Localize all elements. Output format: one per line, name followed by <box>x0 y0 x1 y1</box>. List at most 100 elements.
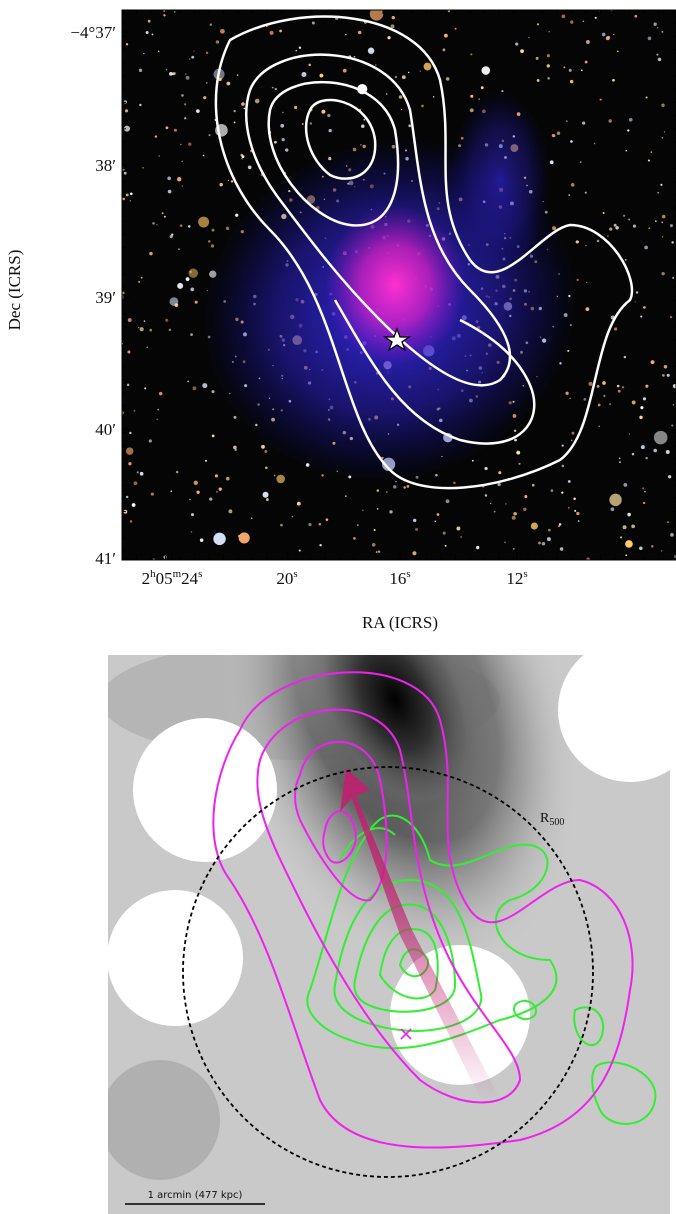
star <box>161 212 164 215</box>
star <box>670 316 673 319</box>
star <box>207 240 211 243</box>
star <box>203 96 207 100</box>
ra-unit: h <box>150 568 156 580</box>
star <box>489 502 492 505</box>
star <box>187 380 189 383</box>
star <box>175 470 179 474</box>
star <box>627 129 630 132</box>
star <box>623 483 628 487</box>
star <box>157 50 160 53</box>
star <box>274 87 277 91</box>
star <box>547 77 550 80</box>
star <box>319 73 324 78</box>
star <box>570 20 574 24</box>
star <box>669 224 673 228</box>
star <box>170 490 173 493</box>
star <box>582 20 585 23</box>
star <box>561 491 564 494</box>
star <box>653 22 657 26</box>
star <box>443 33 448 38</box>
star <box>124 109 129 113</box>
star <box>609 493 622 507</box>
star <box>298 549 301 552</box>
star <box>178 248 180 251</box>
star <box>214 474 218 478</box>
star <box>568 194 571 196</box>
star <box>480 86 484 90</box>
star <box>367 47 375 54</box>
star <box>210 244 215 248</box>
star <box>225 226 230 231</box>
star <box>516 450 521 455</box>
star <box>345 33 347 36</box>
star <box>603 394 606 397</box>
star <box>189 498 191 501</box>
star <box>612 33 615 36</box>
center-marker <box>400 1028 412 1040</box>
star <box>190 530 193 533</box>
star <box>139 327 144 332</box>
ra-unit: s <box>406 568 410 580</box>
star <box>127 318 132 322</box>
star <box>196 109 200 113</box>
star <box>202 383 208 389</box>
star <box>447 10 451 13</box>
star <box>558 525 560 528</box>
star <box>453 481 456 485</box>
star <box>661 136 664 139</box>
star <box>163 14 166 17</box>
star <box>254 98 260 104</box>
star <box>262 491 269 498</box>
star <box>238 532 250 544</box>
star <box>442 531 446 535</box>
star <box>546 54 550 58</box>
star <box>375 551 378 553</box>
star <box>470 94 474 98</box>
star <box>376 508 379 510</box>
ra-unit: s <box>293 568 297 580</box>
star <box>551 133 556 138</box>
star <box>143 320 146 322</box>
star <box>661 103 665 108</box>
star <box>571 431 575 435</box>
star <box>169 72 173 76</box>
star <box>261 444 265 449</box>
star <box>133 481 138 486</box>
star <box>625 554 628 557</box>
star <box>648 227 651 230</box>
star <box>173 72 177 75</box>
star <box>174 11 176 13</box>
star <box>645 384 649 388</box>
star <box>584 60 588 64</box>
ra-number: 2 <box>142 569 151 588</box>
star <box>650 151 653 153</box>
star <box>546 537 551 542</box>
star <box>211 228 215 232</box>
star <box>588 381 593 386</box>
star <box>628 117 633 122</box>
star <box>281 138 285 142</box>
star <box>158 155 160 157</box>
star <box>276 474 285 484</box>
star <box>215 40 220 44</box>
star <box>169 235 173 239</box>
star <box>548 31 550 33</box>
star <box>565 391 569 395</box>
star <box>619 461 621 464</box>
star <box>643 306 646 309</box>
star <box>569 79 574 84</box>
star <box>353 55 356 58</box>
star <box>601 32 606 37</box>
scale-bar-label: 1 arcmin (477 kpc) <box>148 1190 243 1201</box>
star <box>385 491 388 494</box>
frame <box>121 9 676 561</box>
star <box>647 36 652 41</box>
star <box>205 51 209 55</box>
star <box>149 328 153 332</box>
star <box>274 140 277 144</box>
star <box>602 381 606 385</box>
r500-sub: 500 <box>549 817 564 828</box>
star <box>656 53 659 56</box>
star <box>193 480 198 485</box>
star <box>143 52 145 55</box>
